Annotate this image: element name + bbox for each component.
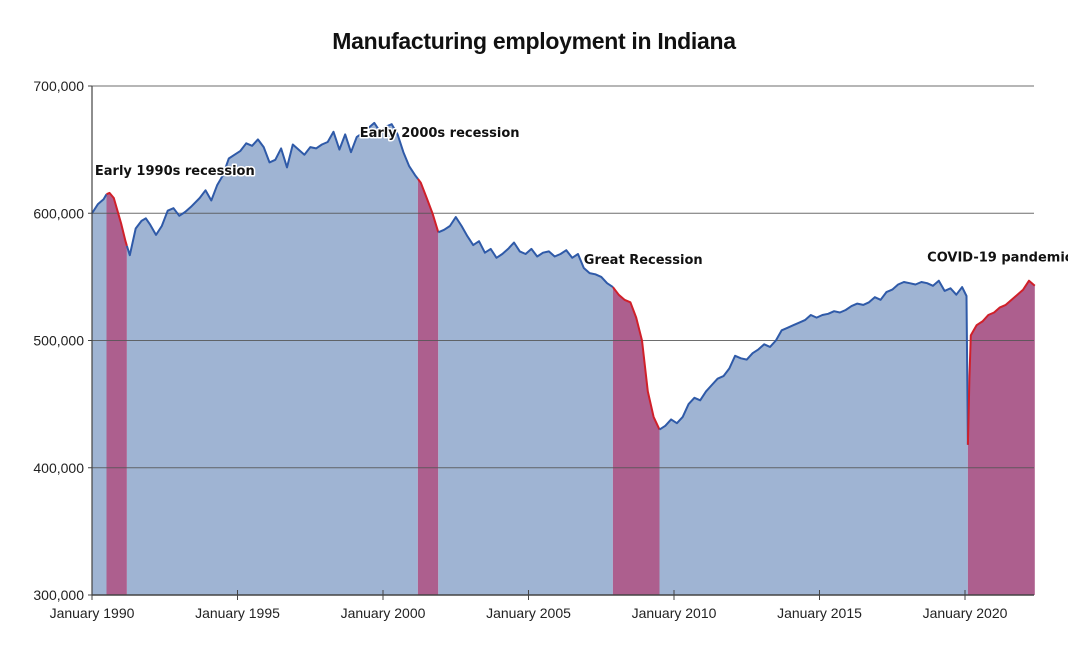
y-tick-label: 500,000 [33, 333, 84, 349]
x-tick-label: January 2015 [777, 605, 862, 621]
x-tick-label: January 2020 [923, 605, 1008, 621]
recession-annotation: Early 2000s recession [360, 126, 520, 141]
recession-area [967, 280, 1035, 595]
recession-line-segment [106, 191, 128, 247]
recession-annotation: Great Recession [584, 253, 703, 268]
y-tick-label: 700,000 [33, 78, 84, 94]
recession-area [612, 287, 660, 595]
employment-area [126, 122, 418, 596]
recession-line-segment [612, 286, 661, 431]
gridlines [88, 85, 1034, 596]
x-tick-label: January 2005 [486, 605, 571, 621]
employment-line-segment [91, 193, 108, 214]
series-lines [91, 121, 1036, 445]
recession-annotation: Early 1990s recession [95, 164, 255, 179]
y-tick-label: 400,000 [33, 460, 84, 476]
recession-annotation: COVID-19 pandemic [927, 251, 1068, 266]
x-tick-label: January 2000 [341, 605, 426, 621]
chart-title: Manufacturing employment in Indiana [332, 28, 736, 54]
axes [91, 86, 1034, 600]
recession-area [417, 178, 439, 595]
employment-area [659, 280, 968, 595]
employment-line-segment [437, 216, 614, 288]
y-tick-label: 600,000 [33, 205, 84, 221]
x-tick-label: January 2010 [632, 605, 717, 621]
area-fills [92, 122, 1035, 596]
employment-line-segment [658, 279, 969, 445]
x-tick-label: January 1990 [50, 605, 135, 621]
recession-line-segment [966, 279, 1036, 445]
recession-line-segment [417, 178, 440, 233]
y-tick-label: 300,000 [33, 587, 84, 603]
employment-area [438, 217, 613, 595]
employment-area [92, 194, 107, 595]
employment-line-segment [125, 121, 419, 257]
y-axis-labels: 300,000 400,000 500,000 600,000 700,000 [33, 78, 84, 603]
x-tick-label: January 1995 [195, 605, 280, 621]
annotations: Early 1990s recession Early 2000s recessi… [93, 124, 1068, 269]
recession-area [106, 192, 127, 595]
x-axis-labels: January 1990 January 1995 January 2000 Janu… [50, 605, 1008, 621]
